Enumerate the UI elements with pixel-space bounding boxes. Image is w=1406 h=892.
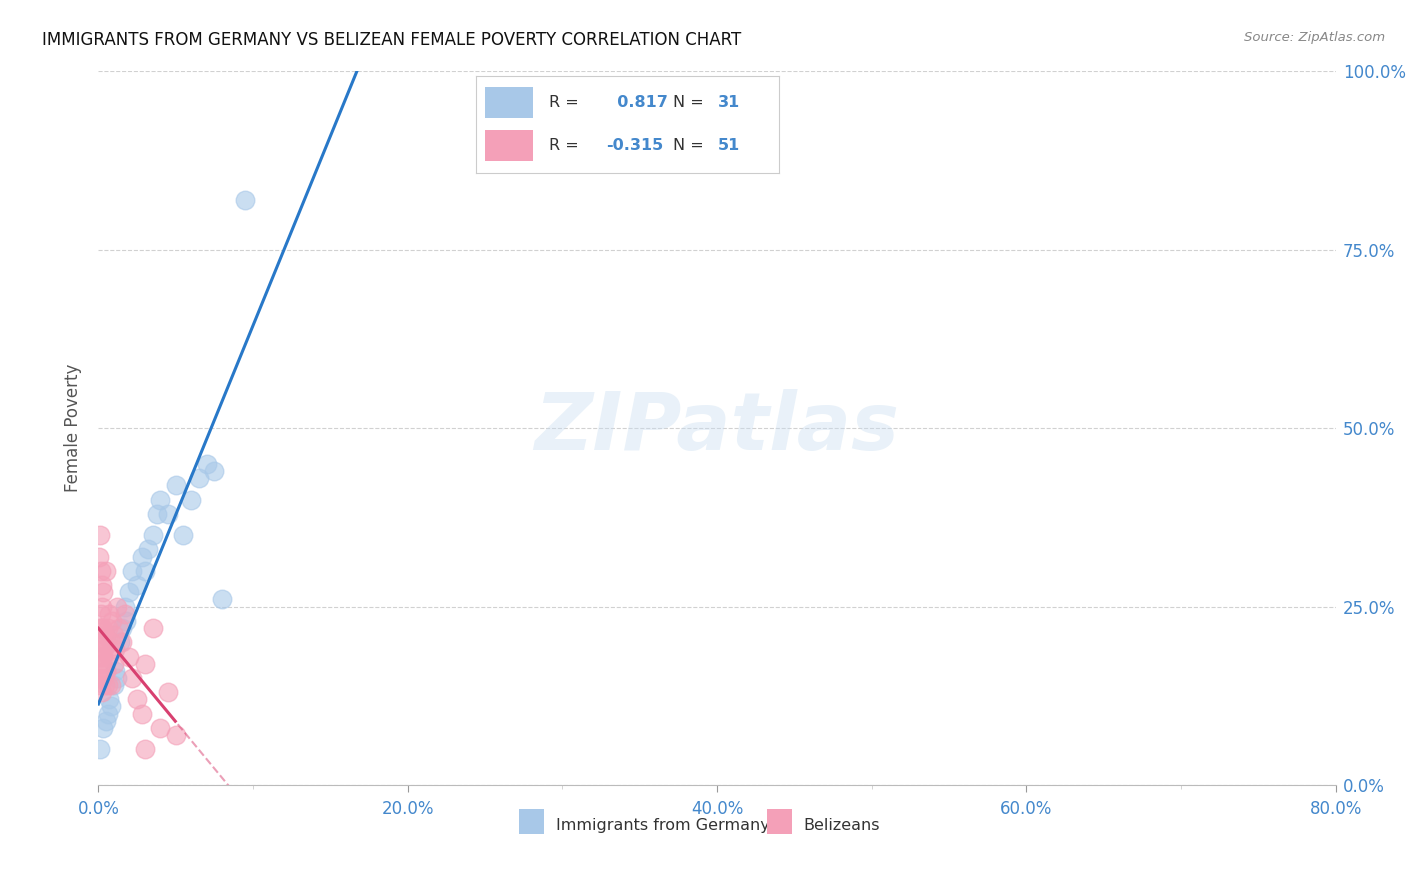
Point [96, 664, 118, 678]
Point [89, 649, 111, 664]
Point [146, 507, 169, 521]
Point [127, 692, 149, 706]
Point [89, 742, 111, 756]
Text: Belizeans: Belizeans [803, 819, 880, 833]
Point [91, 621, 114, 635]
Point [111, 621, 134, 635]
Point [93, 678, 115, 692]
Point [98, 607, 121, 621]
Point [97, 706, 120, 721]
Text: Immigrants from Germany: Immigrants from Germany [555, 819, 769, 833]
Point [91, 599, 114, 614]
Point [105, 599, 128, 614]
Point [93, 628, 115, 642]
Point [127, 578, 149, 592]
Text: IMMIGRANTS FROM GERMANY VS BELIZEAN FEMALE POVERTY CORRELATION CHART: IMMIGRANTS FROM GERMANY VS BELIZEAN FEMA… [42, 31, 741, 49]
Point [91, 649, 114, 664]
Point [89, 528, 111, 542]
Point [90, 657, 112, 671]
Point [121, 671, 143, 685]
Point [142, 621, 165, 635]
Point [134, 564, 156, 578]
Point [96, 664, 118, 678]
Point [89, 678, 111, 692]
Point [90, 607, 112, 621]
Point [114, 607, 136, 621]
Point [115, 614, 138, 628]
Point [91, 635, 114, 649]
Point [89, 635, 111, 649]
Point [90, 685, 112, 699]
Point [131, 549, 153, 564]
Point [103, 678, 125, 692]
Point [188, 471, 211, 485]
Point [98, 692, 121, 706]
Point [90, 578, 112, 592]
Point [149, 492, 172, 507]
Point [235, 193, 257, 207]
Point [97, 678, 120, 692]
Point [97, 621, 120, 635]
Point [180, 492, 202, 507]
Point [195, 457, 218, 471]
Point [100, 699, 122, 714]
Point [105, 671, 128, 685]
Point [134, 742, 156, 756]
Point [91, 721, 114, 735]
Point [101, 614, 124, 628]
Point [89, 671, 111, 685]
Point [121, 564, 143, 578]
Point [100, 635, 122, 649]
Point [204, 464, 226, 478]
Point [108, 635, 131, 649]
Point [118, 585, 141, 599]
Point [90, 649, 112, 664]
Point [157, 507, 180, 521]
Point [96, 564, 118, 578]
Text: ZIPatlas: ZIPatlas [534, 389, 900, 467]
Point [149, 721, 172, 735]
Point [134, 657, 156, 671]
Point [142, 528, 165, 542]
Point [90, 621, 112, 635]
Point [96, 635, 118, 649]
Point [89, 549, 111, 564]
Point [136, 542, 159, 557]
Point [100, 678, 122, 692]
Point [91, 671, 114, 685]
Point [89, 621, 111, 635]
Point [103, 657, 125, 671]
Point [173, 528, 195, 542]
Point [114, 599, 136, 614]
Point [165, 728, 187, 742]
Text: Source: ZipAtlas.com: Source: ZipAtlas.com [1244, 31, 1385, 45]
Y-axis label: Female Poverty: Female Poverty [65, 364, 83, 492]
Point [107, 621, 129, 635]
Point [111, 635, 134, 649]
Point [104, 664, 127, 678]
Point [91, 585, 114, 599]
Point [165, 478, 187, 492]
Point [104, 642, 127, 657]
Point [103, 628, 125, 642]
Point [131, 706, 153, 721]
Point [211, 592, 233, 607]
Point [98, 649, 121, 664]
Point [93, 642, 115, 657]
Point [96, 714, 118, 728]
Point [90, 564, 112, 578]
Point [157, 685, 180, 699]
Point [118, 649, 141, 664]
